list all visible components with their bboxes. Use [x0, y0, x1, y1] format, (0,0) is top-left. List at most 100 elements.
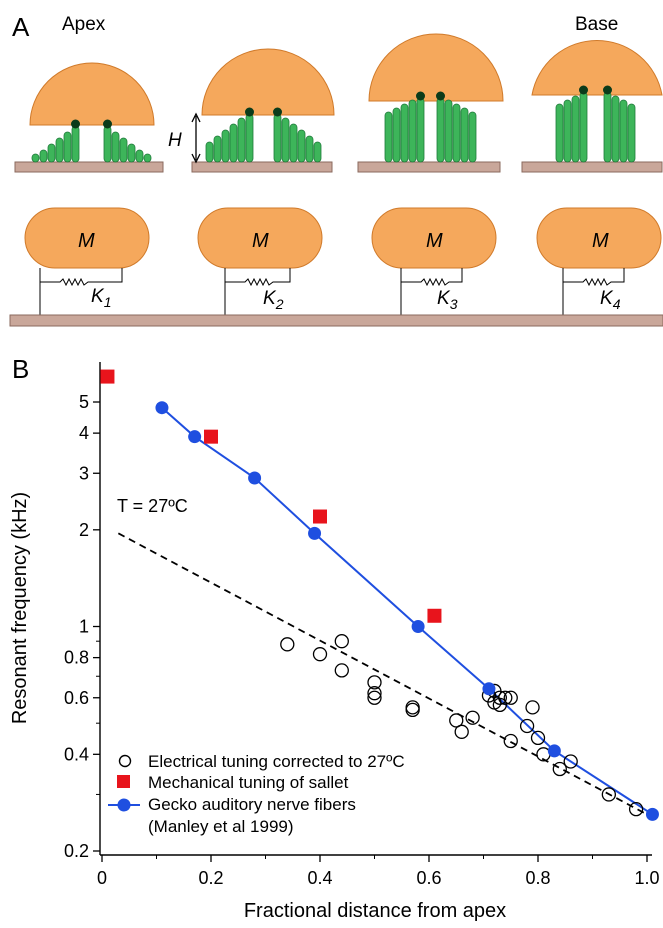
y-axis-label: Resonant frequency (kHz): [9, 492, 31, 724]
mass-block-3: [371, 207, 497, 269]
stereocilium-1-right-6: [143, 153, 152, 163]
x-axis-label: Fractional distance from apex: [244, 900, 506, 922]
kinocilium-tip-4-right: [603, 85, 612, 95]
panel-a: A Apex Base H M M M M: [9, 12, 663, 327]
x-tick-label-4: 0.6: [416, 868, 441, 888]
stereocilium-4-left-1: [555, 103, 564, 163]
stereocilium-3-right-2: [444, 99, 453, 163]
y-tick-label-9: 5: [79, 392, 89, 412]
stereocilium-3-right-1: [436, 97, 445, 163]
mass-label-1: M: [78, 230, 95, 252]
svg-text:K2: K2: [263, 288, 284, 312]
stereocilium-1-left-5: [63, 131, 72, 163]
y-tick-label-4: 0.8: [64, 648, 89, 668]
spring-label-1: K1: [91, 286, 111, 310]
stereocilium-2-left-4: [229, 123, 238, 163]
stereocilium-3-left-5: [416, 97, 425, 163]
panel-a-label: A: [12, 12, 30, 42]
stereocilium-3-right-3: [452, 103, 461, 163]
y-tick-label-2: 0.4: [64, 744, 89, 764]
kinocilium-tip-1-right: [103, 119, 112, 129]
stereocilium-2-right-5: [305, 135, 314, 163]
tectorial-cap-4: [531, 39, 663, 96]
mass-block-4: [536, 207, 662, 269]
mechanical-point-4: [427, 608, 442, 623]
y-tick-label-8: 4: [79, 423, 89, 443]
stereocilium-2-right-3: [289, 123, 298, 163]
electrical-point-17: [492, 697, 508, 713]
basilar-membrane-2: [191, 161, 333, 173]
gecko-point-4: [308, 526, 322, 540]
gecko-point-3: [248, 471, 262, 485]
gecko-point-7: [547, 744, 561, 758]
legend: Electrical tuning corrected to 27ºC Mech…: [108, 752, 405, 836]
stereocilium-1-left-3: [47, 143, 56, 163]
stereocilium-1-left-1: [31, 153, 40, 163]
spring-2: [224, 268, 291, 315]
svg-text:K4: K4: [600, 288, 621, 312]
electrical-point-20: [503, 733, 518, 749]
gecko-point-6: [482, 682, 496, 696]
hair-bundles: [31, 85, 636, 163]
tectorial-cap-1: [29, 62, 155, 126]
stereocilium-4-left-4: [579, 91, 588, 163]
y-tick-label-7: 3: [79, 463, 89, 483]
y-tick-label-1: 0.2: [64, 841, 89, 861]
stereocilium-4-right-2: [611, 95, 620, 163]
electrical-point-10: [449, 713, 464, 728]
electrical-point-26: [563, 754, 578, 769]
electrical-point-12: [465, 710, 480, 725]
electrical-point-16: [492, 690, 508, 705]
legend-label-gecko-ref: (Manley et al 1999): [148, 817, 294, 836]
height-label: H: [168, 130, 182, 151]
electrical-point-21: [519, 718, 535, 734]
stereocilium-1-right-1: [103, 125, 112, 163]
stereocilium-2-right-6: [313, 141, 322, 163]
apex-label: Apex: [62, 14, 106, 35]
electrical-point-6: [367, 686, 382, 701]
x-tick-label-5: 0.8: [525, 868, 550, 888]
basilar-membrane-3: [357, 161, 501, 173]
mechanical-point-3: [313, 509, 327, 524]
mechanical-point-1: [100, 369, 115, 384]
mass-block-1: [24, 207, 150, 269]
stereocilium-1-right-5: [135, 149, 144, 163]
tectorial-cap-2: [201, 48, 335, 116]
stereocilium-4-right-1: [603, 91, 612, 163]
legend-marker-electrical: [118, 754, 132, 768]
stereocilium-1-left-2: [39, 149, 48, 163]
base-label: Base: [575, 14, 618, 35]
kinocilium-tip-1-left: [71, 119, 80, 129]
spring-label-2: K2: [263, 288, 284, 312]
height-indicator: H: [168, 112, 201, 164]
stereocilium-3-left-1: [384, 111, 393, 163]
y-tick-label-3: 0.6: [64, 688, 89, 708]
mass-block-2: [197, 207, 323, 269]
basilar-membrane-4: [521, 161, 663, 173]
kinocilium-tip-3-left: [416, 91, 425, 101]
x-tick-label-1: 0: [97, 868, 107, 888]
gecko-point-2: [188, 430, 202, 444]
x-tick-label-6: 1.0: [634, 868, 659, 888]
stereocilium-4-left-2: [563, 99, 572, 163]
stereocilium-3-left-2: [392, 107, 401, 163]
svg-text:K3: K3: [437, 288, 458, 312]
y-axis-ticks: 0.2 0.4 0.6 0.8 1 2 3 4 5: [64, 392, 100, 861]
kinocilium-tip-3-right: [436, 91, 445, 101]
kinocilium-tip-2-left: [245, 107, 254, 117]
stereocilium-1-right-3: [119, 137, 128, 163]
legend-marker-gecko: [117, 798, 131, 812]
stereocilium-3-right-5: [468, 111, 477, 163]
stereocilium-1-right-4: [127, 143, 136, 163]
panel-b: B 0.2 0.4 0.6 0.8 1 2 3 4 5 0 0.2 0.4 0.6 0.8 1.0 Res…: [9, 354, 660, 922]
gecko-point-8: [645, 807, 659, 821]
stereocilium-2-right-2: [281, 117, 290, 163]
electrical-trend-line: [117, 532, 648, 816]
gecko-point-1: [155, 401, 169, 415]
x-axis-ticks: 0 0.2 0.4 0.6 0.8 1.0: [97, 855, 660, 888]
kinocilium-tip-4-left: [579, 85, 588, 95]
stereocilium-3-right-4: [460, 107, 469, 163]
legend-label-electrical: Electrical tuning corrected to 27ºC: [148, 752, 405, 771]
electrical-point-5: [367, 675, 382, 690]
